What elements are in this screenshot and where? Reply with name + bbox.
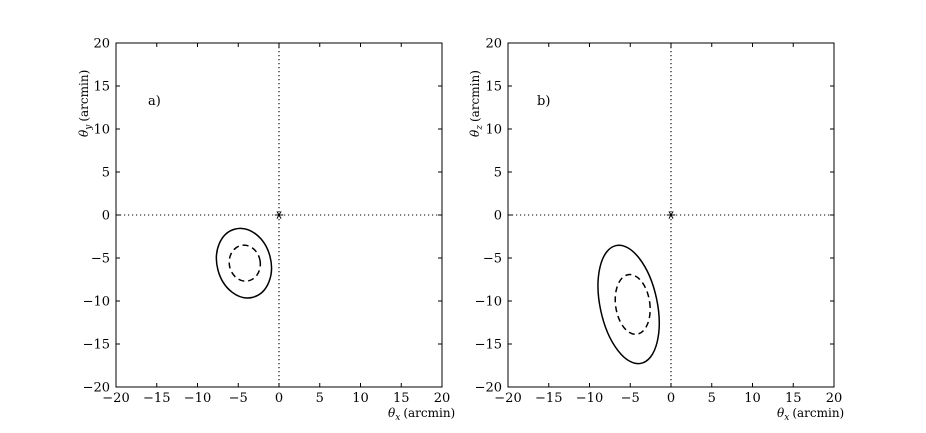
panel-b-x-tick-label: −10 (576, 391, 603, 406)
panel-a: −20 −15 −10 −5 0 5 10 15 20 −20 −15 −10 −5 0 5 10 15 20 a… (77, 37, 455, 424)
panel-b-x-tick-label: 0 (667, 391, 675, 406)
panel-a-y-tick-label: 15 (93, 80, 110, 95)
panel-b-x-tick-label: −15 (535, 391, 562, 406)
panel-a-y-tick-label: −5 (91, 252, 110, 267)
panel-a-y-tick-label: 0 (102, 209, 110, 224)
panel-b-x-tick-label: 10 (744, 391, 761, 406)
panel-b-y-tick-label: −15 (475, 338, 502, 353)
panel-b-y-tick-label: −20 (475, 381, 502, 396)
panel-a-label: a) (148, 94, 161, 109)
panel-b-x-axis-unit: (arcmin) (792, 406, 844, 420)
panel-a-ticks: −20 −15 −10 −5 0 5 10 15 20 −20 −15 −10 −5 0 5 10 15 20 (83, 37, 451, 407)
panel-b-x-tick-label: −20 (494, 391, 521, 406)
panel-a-x-tick-label: −15 (143, 391, 170, 406)
panel-b-y-tick-label: −10 (475, 295, 502, 310)
panel-a-dashed-contour (228, 244, 262, 282)
panel-b-x-axis-label: θx (arcmin) (777, 406, 844, 423)
panel-a-x-axis-subscript: x (395, 413, 400, 423)
panel-a-y-axis-label: θy (arcmin) (77, 70, 94, 137)
panel-a-y-tick-label: 5 (102, 166, 110, 181)
panel-b-y-tick-label: 0 (494, 209, 502, 224)
panel-a-solid-contour (215, 227, 273, 299)
panel-a-y-tick-label: −10 (83, 295, 110, 310)
panel-a-x-tick-label: −5 (229, 391, 248, 406)
panel-a-contours (215, 227, 273, 299)
panel-a-y-axis-subscript: y (84, 124, 94, 131)
panel-a-y-axis-symbol: θ (77, 129, 91, 137)
panel-b-y-tick-label: 5 (494, 166, 502, 181)
panel-a-y-tick-label: 10 (93, 123, 110, 138)
panel-b-solid-contour (597, 244, 660, 365)
panel-b-x-axis-subscript: x (784, 413, 789, 423)
panel-b-y-tick-label: 20 (485, 37, 502, 52)
panel-b-ticks: −20 −15 −10 −5 0 5 10 15 20 −20 −15 −10 −5 0 5 10 15 20 (475, 37, 843, 407)
panel-a-x-tick-label: 5 (316, 391, 324, 406)
panel-a-asterisk-marker (274, 211, 284, 219)
panel-a-y-tick-label: −20 (83, 381, 110, 396)
panel-b-x-tick-label: 15 (785, 391, 802, 406)
panel-a-x-axis-symbol: θ (388, 406, 396, 420)
panel-b-y-tick-label: −5 (483, 252, 502, 267)
panel-b-y-axis-unit: (arcmin) (468, 70, 482, 122)
panel-a-x-axis-unit: (arcmin) (403, 406, 455, 420)
panel-a-x-tick-label: 10 (352, 391, 369, 406)
panel-b-y-tick-label: 15 (485, 80, 502, 95)
panel-a-x-tick-label: 0 (275, 391, 283, 406)
panel-b-x-tick-label: 5 (708, 391, 716, 406)
panel-b-asterisk-marker (666, 211, 676, 219)
panel-b-center-marker (666, 211, 676, 219)
panel-b-label: b) (537, 94, 550, 109)
panel-b-y-axis-label: θz (arcmin) (468, 70, 485, 137)
panel-b-x-tick-label: 20 (826, 391, 843, 406)
panel-a-x-axis-label: θx (arcmin) (388, 406, 455, 423)
panel-a-y-tick-label: −15 (83, 338, 110, 353)
panel-a-center-marker (274, 211, 284, 219)
panel-b-y-axis-subscript: z (475, 125, 485, 131)
panel-a-y-tick-label: 20 (93, 37, 110, 52)
panel-b-y-axis-symbol: θ (468, 129, 482, 137)
panel-a-x-tick-label: 20 (434, 391, 451, 406)
panel-a-y-axis-unit: (arcmin) (77, 70, 91, 122)
panel-b-y-tick-label: 10 (485, 123, 502, 138)
panel-b-dashed-contour (614, 273, 651, 336)
panel-a-x-tick-label: −10 (184, 391, 211, 406)
panel-a-x-tick-label: −20 (102, 391, 129, 406)
panel-a-x-tick-label: 15 (393, 391, 410, 406)
panel-b: −20 −15 −10 −5 0 5 10 15 20 −20 −15 −10 −5 0 5 10 15 20 b… (468, 37, 844, 424)
panel-b-contours (597, 244, 660, 365)
panel-b-x-tick-label: −5 (621, 391, 640, 406)
panel-b-x-axis-symbol: θ (777, 406, 785, 420)
